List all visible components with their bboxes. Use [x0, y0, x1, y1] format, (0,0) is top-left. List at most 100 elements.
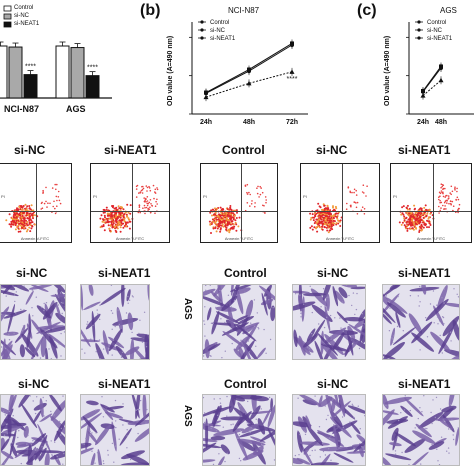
migration-label-4: si-NC: [317, 266, 349, 280]
panel-c-title: AGS: [440, 6, 457, 15]
panel-b-line-chart: OD value (A=490 nm) 24h 48h 72h Control si-NC…: [167, 20, 308, 126]
flow-quadrant-hline: [301, 211, 379, 212]
panel-b-legend-3: si-NEAT1: [210, 36, 236, 42]
panel-c-line-chart: OD value (A=490 nm) 24h 48h Control si-NC si-…: [384, 20, 474, 126]
panel-b-title: NCI-N87: [228, 6, 260, 15]
panel-a-bar-2-1: [55, 45, 70, 99]
invasion-image-2: [80, 394, 150, 466]
flow-label-1: si-NC: [14, 143, 46, 157]
panel-c-xtick-1: 24h: [417, 119, 429, 126]
flow-label-2: si-NEAT1: [104, 143, 157, 157]
panel-b-sig: ****: [287, 76, 298, 83]
panel-c-point-3-2: [438, 77, 444, 83]
flow-quadrant-vline: [432, 164, 434, 242]
flow-plot-4: Annexin V-FITC PI: [300, 163, 380, 243]
panel-a-xlabel-ncin87: NCI-N87: [4, 104, 40, 114]
invasion-label-1: si-NC: [18, 377, 50, 391]
flow-quadrant-vline: [240, 164, 242, 242]
flow-quadrant-hline: [391, 211, 471, 212]
panel-a-legend-sinc: si-NC: [14, 13, 29, 19]
panel-c-legend-marker-1: [417, 20, 421, 24]
panel-b-point-3-1: [203, 94, 209, 100]
panel-c-legend-1: Control: [427, 20, 446, 26]
panel-a-sig-2: ****: [87, 65, 98, 72]
panel-b-letter: (b): [140, 2, 161, 19]
flow-y-axis-label: PI: [1, 194, 5, 199]
invasion-label-5: si-NEAT1: [398, 377, 451, 391]
panel-b-xtick-3: 72h: [286, 119, 298, 126]
panel-a-legend-swatch-3: [3, 21, 12, 28]
panel-c-legend-2: si-NC: [427, 28, 443, 34]
panel-c-xtick-2: 48h: [435, 119, 447, 126]
invasion-image-3: [202, 394, 276, 466]
flow-x-axis-label: Annexin V-FITC: [115, 236, 145, 241]
invasion-label-4: si-NC: [317, 377, 349, 391]
panel-a-bar-2-3: [85, 75, 100, 99]
invasion-image-4: [292, 394, 366, 466]
panel-c-series-2: [422, 67, 442, 93]
flow-quadrant-hline: [201, 211, 277, 212]
flow-label-3: Control: [222, 143, 265, 157]
flow-quadrant-vline: [341, 164, 343, 242]
panel-c-legend-marker-2: [417, 28, 421, 32]
panel-a-sig-1: ****: [25, 64, 36, 71]
panel-b-xtick-1: 24h: [200, 119, 212, 126]
flow-x-axis-label: Annexin V-FITC: [20, 236, 50, 241]
panel-a-bar-1-1: [0, 45, 8, 99]
panel-a-legend-swatch-1: [3, 5, 12, 12]
flow-dots-1: [5, 183, 62, 233]
migration-label-3: Control: [224, 266, 267, 280]
panel-b-series-3: [205, 71, 293, 98]
panel-c-point-3-1: [420, 93, 426, 98]
flow-y-axis-label: PI: [393, 194, 397, 199]
migration-image-5: [382, 284, 460, 360]
flow-label-5: si-NEAT1: [398, 143, 451, 157]
panel-c-series-1: [422, 66, 442, 92]
panel-b-legend-1: Control: [210, 20, 229, 26]
flow-dots-5: [398, 183, 461, 233]
flow-x-axis-label: Annexin V-FITC: [325, 236, 355, 241]
panel-c-point-2-2: [439, 66, 443, 70]
migration-label-1: si-NC: [16, 266, 48, 280]
flow-x-axis-label: Annexin V-FITC: [416, 236, 446, 241]
flow-y-axis-label: PI: [93, 194, 97, 199]
panel-a-legend-control: Control: [14, 5, 34, 11]
flow-dots-2: [99, 184, 159, 233]
panel-a-legend-swatch-2: [3, 13, 12, 20]
flow-plot-1: Annexin V-FITC PI: [0, 163, 72, 243]
migration-label-5: si-NEAT1: [398, 266, 451, 280]
flow-plot-3: Annexin V-FITC PI: [200, 163, 278, 243]
flow-quadrant-hline: [91, 211, 169, 212]
flow-label-4: si-NC: [316, 143, 348, 157]
panel-a-legend-sineat1: si-NEAT1: [14, 21, 40, 27]
migration-label-2: si-NEAT1: [98, 266, 151, 280]
flow-plot-5: Annexin V-FITC PI: [390, 163, 472, 243]
invasion-image-1: [0, 394, 66, 466]
panel-c-legend-marker-3: [417, 36, 421, 40]
panel-a-bar-chart: **** ****: [0, 5, 112, 99]
flow-plot-2: Annexin V-FITC PI: [90, 163, 170, 243]
panel-c-letter: (c): [357, 2, 377, 19]
migration-image-4: [292, 284, 366, 360]
flow-dots-4: [309, 184, 368, 234]
panel-c-series-3: [422, 79, 442, 96]
panel-b-legend-marker-2: [200, 28, 204, 32]
flow-quadrant-vline: [36, 164, 38, 242]
migration-image-2: [80, 284, 150, 360]
panel-b-legend-marker-1: [200, 20, 204, 24]
migration-ags-label: AGS: [182, 298, 193, 320]
panel-a-bar-1-2: [8, 46, 23, 99]
flow-quadrant-hline: [0, 211, 71, 212]
panel-b-point-3-2: [246, 80, 252, 86]
panel-b-legend-marker-3: [200, 36, 204, 40]
panel-a-bar-1-3: [23, 74, 38, 99]
panel-b-ylabel: OD value (A=490 nm): [167, 36, 174, 106]
panel-a-bar-2-2: [70, 47, 85, 99]
invasion-label-3: Control: [224, 377, 267, 391]
invasion-ags-label: AGS: [182, 405, 193, 427]
panel-c-ylabel: OD value (A=490 nm): [384, 36, 391, 106]
migration-image-3: [202, 284, 276, 360]
panel-b-xtick-2: 48h: [243, 119, 255, 126]
flow-quadrant-vline: [131, 164, 133, 242]
panel-b-point-3-3: [289, 69, 295, 74]
